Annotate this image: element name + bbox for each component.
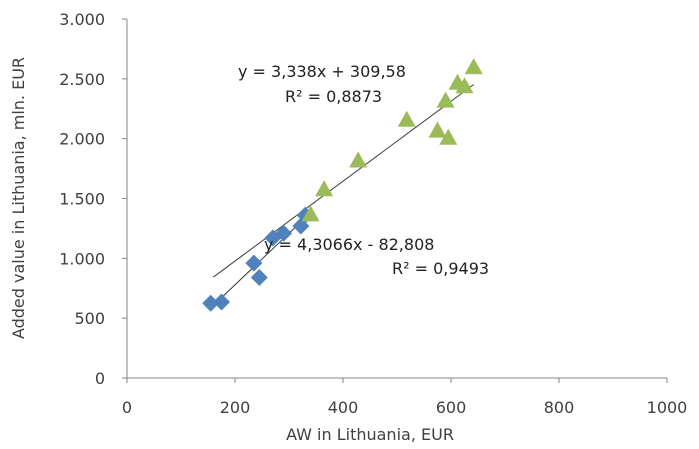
triangle-point	[301, 205, 320, 222]
y-tick-label: 2.500	[59, 70, 105, 89]
trendline-r2-2: R² = 0,8873	[285, 87, 382, 106]
diamond-point	[275, 224, 293, 242]
triangle-point	[428, 121, 447, 138]
trendline-equation-1: y = 4,3066x - 82,808	[264, 235, 434, 254]
diamond-point	[213, 293, 230, 311]
x-axis-title: AW in Lithuania, EUR	[286, 425, 454, 444]
y-tick-label: 1.500	[59, 190, 105, 209]
y-tick-label: 1.000	[59, 249, 105, 268]
diamond-point	[250, 268, 268, 286]
x-tick-label: 400	[328, 398, 359, 417]
triangle-point	[439, 128, 458, 145]
trendline-series-2	[213, 84, 474, 278]
trendline-equation-2: y = 3,338x + 309,58	[238, 62, 406, 81]
x-tick-label: 600	[436, 398, 467, 417]
y-tick-label: 0	[95, 369, 105, 388]
triangle-point	[436, 91, 455, 108]
axes: 0 500 1.000 1.500 2.000 2.500 3.000 0 200 400 600 8…	[59, 10, 687, 417]
diamond-point	[202, 294, 220, 312]
y-tick-label: 2.000	[59, 130, 105, 149]
triangle-point	[455, 77, 474, 94]
triangle-point	[315, 180, 334, 197]
triangle-point	[349, 151, 368, 168]
data-points	[202, 58, 483, 312]
x-tick-label: 1000	[647, 398, 688, 417]
x-tick-label: 800	[544, 398, 575, 417]
trendline-r2-1: R² = 0,9493	[392, 259, 489, 278]
triangle-point	[464, 58, 483, 75]
x-tick-label: 200	[220, 398, 251, 417]
x-tick-label: 0	[122, 398, 132, 417]
y-tick-label: 3.000	[59, 10, 105, 29]
chart-labels: AW in Lithuania, EUR Added value in Lithu…	[9, 57, 489, 444]
diamond-point	[245, 254, 263, 272]
y-tick-label: 500	[74, 309, 105, 328]
triangle-point	[397, 110, 416, 127]
y-axis-title: Added value in Lithuania, mln. EUR	[9, 57, 28, 339]
